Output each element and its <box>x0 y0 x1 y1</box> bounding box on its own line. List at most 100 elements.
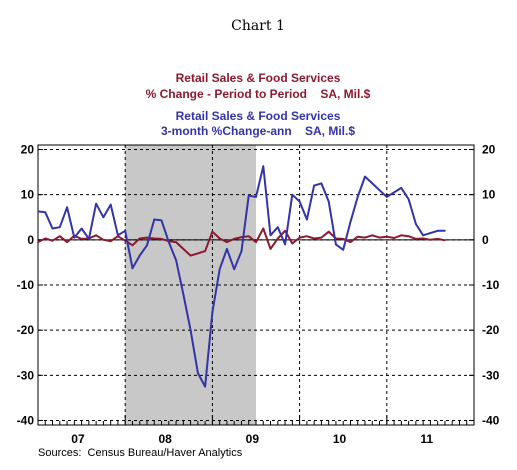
legend-1-title: Retail Sales & Food Services <box>176 71 341 85</box>
series-1-point <box>327 230 330 233</box>
series-2-point <box>204 385 206 388</box>
legend-1-subtitle: % Change - Period to Period SA, Mil.$ <box>146 87 371 101</box>
series-1-point <box>313 237 315 240</box>
series-2-point <box>80 227 83 230</box>
series-2-point <box>124 230 126 232</box>
y-tick-label-right: -10 <box>482 278 500 292</box>
series-1-point <box>269 248 272 250</box>
series-1-point <box>386 235 388 238</box>
series-1-point <box>393 237 395 239</box>
y-tick-label-left: -30 <box>17 368 35 382</box>
series-2-point <box>66 206 68 209</box>
series-1-point <box>306 235 308 238</box>
series-1-point <box>364 236 366 239</box>
series-2-point <box>364 175 366 178</box>
series-1-point <box>175 241 177 243</box>
series-1-point <box>138 237 141 240</box>
series-2-point <box>218 268 221 270</box>
series-2-point <box>371 182 374 185</box>
series-2-point <box>378 189 381 191</box>
series-1-point <box>415 238 417 240</box>
series-2-point <box>175 259 177 261</box>
series-2-point <box>393 191 395 194</box>
series-2-point <box>233 268 235 270</box>
series-2-point <box>102 216 105 219</box>
x-tick-label: 11 <box>420 432 433 446</box>
series-2-point <box>415 223 417 225</box>
series-2-point <box>73 236 76 239</box>
series-1-point <box>109 240 112 242</box>
y-tick-label-right: 0 <box>482 233 489 247</box>
series-1-point <box>429 239 432 241</box>
series-2-point <box>262 165 265 168</box>
series-1-point <box>378 236 381 239</box>
series-1-point <box>80 238 83 240</box>
series-2-point <box>247 194 250 197</box>
series-2-point <box>349 220 352 223</box>
series-1-point <box>407 235 410 238</box>
series-1-point <box>444 239 446 242</box>
series-2-point <box>284 243 286 246</box>
series-1-point <box>95 234 97 237</box>
series-1-point <box>226 241 228 243</box>
y-tick-label-right: 10 <box>482 188 496 202</box>
series-2-point <box>138 254 141 257</box>
series-2-point <box>429 232 432 234</box>
series-1-point <box>422 237 424 240</box>
series-2-point <box>327 200 330 203</box>
series-2-point <box>226 248 228 250</box>
series-2-point <box>88 238 90 240</box>
series-1-point <box>233 238 235 240</box>
series-1-point <box>218 237 221 240</box>
series-2-point <box>298 200 301 203</box>
x-tick-label: 08 <box>158 432 172 446</box>
series-2-point <box>51 227 54 230</box>
series-2-point <box>277 226 279 228</box>
legend: Retail Sales & Food Services % Change - … <box>146 71 371 138</box>
series-2-point <box>109 203 112 206</box>
series-2-point <box>342 248 345 251</box>
series-1-point <box>320 236 323 239</box>
legend-2-title: Retail Sales & Food Services <box>176 109 341 123</box>
series-1-point <box>400 234 403 237</box>
series-2-point <box>131 267 134 270</box>
y-tick-label-left: 10 <box>21 188 35 202</box>
series-1-point <box>436 238 439 240</box>
y-tick-label-left: 20 <box>21 143 35 157</box>
series-1-point <box>255 241 257 243</box>
series-2-point <box>255 196 257 198</box>
x-tick-label: 10 <box>333 432 347 446</box>
legend-2-subtitle: 3-month %Change-ann SA, Mil.$ <box>161 124 355 138</box>
series-1-point <box>66 241 68 243</box>
series-1-point <box>211 230 214 233</box>
series-2-point <box>356 196 359 198</box>
series-2-point <box>117 234 119 237</box>
series-2-point <box>37 210 39 213</box>
page-title: Chart 1 <box>231 18 285 34</box>
series-1-point <box>160 238 163 240</box>
x-tick-label: 07 <box>71 432 85 446</box>
y-tick-label-right: -30 <box>482 368 500 382</box>
series-2-point <box>211 311 214 313</box>
series-2-point <box>240 250 243 252</box>
series-2-point <box>44 211 47 214</box>
series-2-point <box>291 193 294 196</box>
series-1-point <box>240 236 243 238</box>
series-1-point <box>277 237 279 240</box>
x-tick-label: 09 <box>246 432 260 446</box>
series-2-point <box>386 196 388 198</box>
series-1-point <box>204 250 206 252</box>
series-1-point <box>298 236 301 239</box>
series-1-point <box>342 238 345 240</box>
series-2-point <box>335 243 337 246</box>
series-1-point <box>59 235 61 238</box>
series-2-point <box>160 219 163 222</box>
y-tick-label-right: -40 <box>482 413 500 427</box>
series-2-point <box>320 182 323 185</box>
y-tick-label-left: -20 <box>17 323 35 337</box>
series-1-point <box>197 252 199 255</box>
series-2-point <box>306 218 308 221</box>
series-1-point <box>44 237 47 240</box>
series-2-point <box>146 244 148 247</box>
series-2-point <box>400 187 403 189</box>
